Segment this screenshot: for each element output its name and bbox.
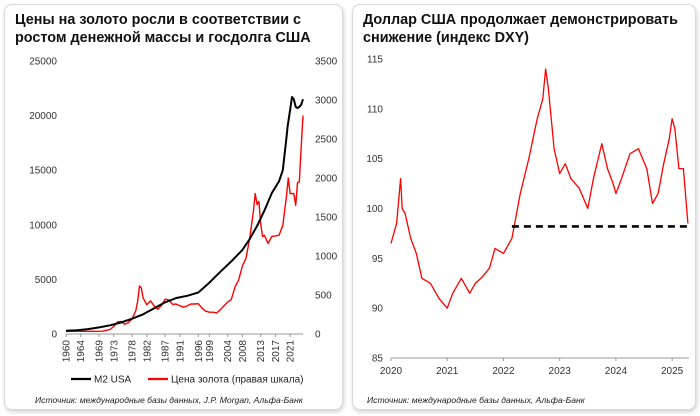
x-tick-label: 2021 bbox=[286, 340, 297, 363]
x-tick-label: 1960 bbox=[62, 340, 73, 363]
y-tick-label: 100 bbox=[366, 204, 383, 215]
x-tick-label: 2017 bbox=[271, 340, 282, 363]
y-right-tick-label: 500 bbox=[315, 291, 332, 302]
gold-price-line bbox=[66, 115, 304, 332]
chart-title-line-2: ростом денежной массы и госдолга США bbox=[15, 30, 311, 46]
x-tick-label: 2021 bbox=[436, 366, 459, 377]
chart-source: Источник: международные базы данных, Аль… bbox=[367, 395, 585, 405]
x-tick-label: 2008 bbox=[238, 340, 249, 363]
y-tick-label: 115 bbox=[367, 55, 383, 66]
x-tick-label: 2023 bbox=[549, 366, 572, 377]
y-right-tick-label: 3000 bbox=[315, 96, 338, 107]
dxy-chart-panel: Доллар США продолжает демонстрировать сн… bbox=[352, 4, 696, 410]
x-tick-label: 1999 bbox=[205, 340, 216, 363]
chart-title: Цены на золото росли в соответствии с ро… bbox=[15, 11, 345, 47]
y-tick-label: 90 bbox=[372, 304, 384, 315]
y-right-tick-label: 1500 bbox=[315, 213, 338, 224]
x-tick-label: 2025 bbox=[661, 366, 684, 377]
y-tick-label: 95 bbox=[372, 254, 384, 265]
y-right-tick-label: 3500 bbox=[315, 57, 338, 68]
chart-title-line-2: снижение (индекс DXY) bbox=[363, 30, 529, 46]
y-left-tick-label: 25000 bbox=[29, 57, 57, 68]
x-tick-label: 1996 bbox=[194, 340, 205, 363]
x-tick-label: 1987 bbox=[161, 340, 172, 363]
legend-label-m2: M2 USA bbox=[94, 375, 132, 386]
x-tick-label: 1964 bbox=[76, 340, 87, 363]
dxy-line bbox=[390, 68, 689, 309]
y-left-tick-label: 0 bbox=[51, 330, 57, 341]
chart-title: Доллар США продолжает демонстрировать сн… bbox=[363, 11, 693, 47]
chart-title-line-1: Цены на золото росли в соответствии с bbox=[15, 12, 302, 28]
y-right-tick-label: 1000 bbox=[315, 252, 338, 263]
x-tick-label: 2020 bbox=[380, 366, 403, 377]
y-right-tick-label: 2000 bbox=[315, 174, 338, 185]
x-tick-label: 1973 bbox=[109, 340, 120, 363]
x-tick-label: 2004 bbox=[223, 340, 234, 363]
y-left-tick-label: 5000 bbox=[35, 275, 58, 286]
y-tick-label: 110 bbox=[367, 104, 383, 115]
x-tick-label: 2013 bbox=[256, 340, 267, 363]
x-tick-label: 2022 bbox=[492, 366, 515, 377]
gold-m2-chart-panel: Цены на золото росли в соответствии с ро… bbox=[4, 4, 343, 410]
dxy-chart: 85 90 95 100 105 110 115 2020 2021 2022 2023 2024 20… bbox=[366, 55, 689, 377]
x-tick-label: 1978 bbox=[128, 340, 139, 363]
y-tick-label: 85 bbox=[372, 354, 384, 365]
m2-usa-line bbox=[65, 96, 304, 332]
x-tick-label: 1991 bbox=[175, 340, 186, 363]
y-left-tick-label: 10000 bbox=[29, 220, 57, 231]
gold-m2-chart: 0 5000 10000 15000 20000 25000 0 500 1000 1500 200… bbox=[29, 57, 338, 386]
chart-source: Источник: международные базы данных, J.P… bbox=[35, 395, 303, 405]
y-right-tick-label: 2500 bbox=[315, 135, 338, 146]
x-tick-label: 1982 bbox=[142, 340, 153, 363]
legend-label-gold: Цена золота (правая шкала) bbox=[171, 375, 303, 386]
y-tick-label: 105 bbox=[366, 154, 383, 165]
x-tick-label: 1969 bbox=[95, 340, 106, 363]
y-left-tick-label: 20000 bbox=[29, 111, 57, 122]
chart-title-line-1: Доллар США продолжает демонстрировать bbox=[363, 12, 678, 28]
y-left-tick-label: 15000 bbox=[29, 166, 57, 177]
y-right-tick-label: 0 bbox=[315, 330, 321, 341]
x-tick-label: 2024 bbox=[605, 366, 628, 377]
